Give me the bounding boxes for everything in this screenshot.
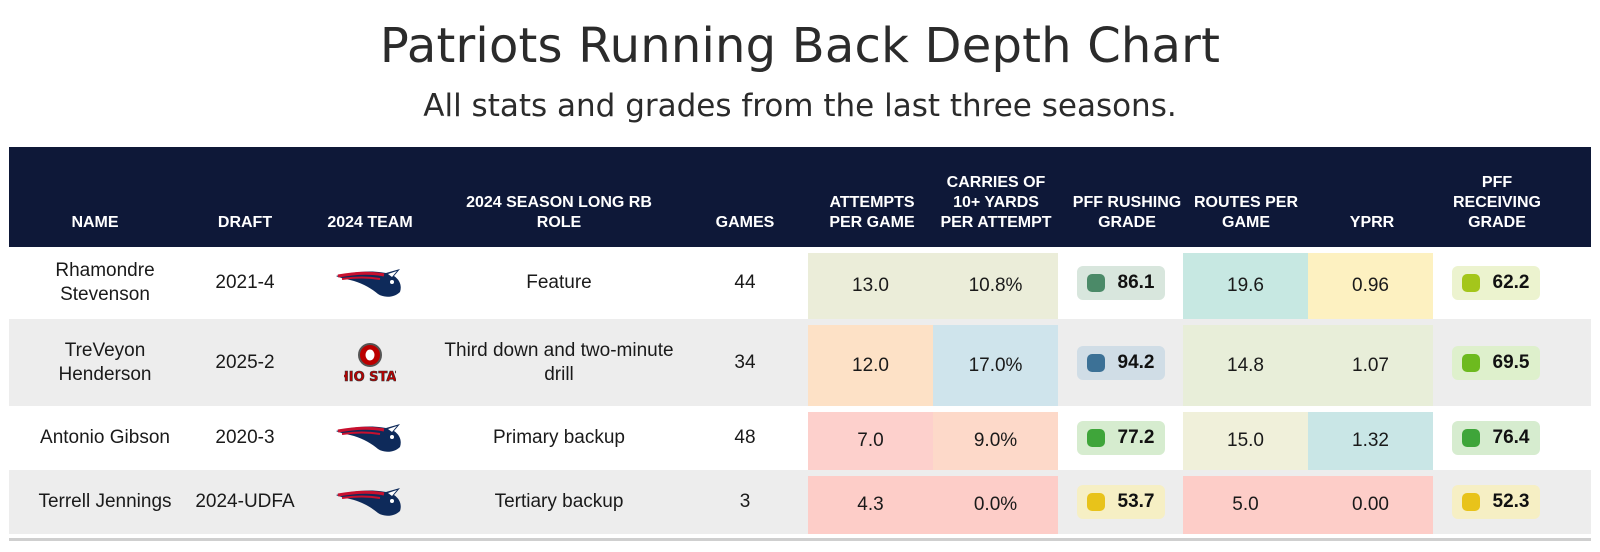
routes-cell: 19.6 (1183, 253, 1308, 319)
grade-value: 86.1 (1117, 272, 1155, 293)
attempts-cell: 4.3 (808, 476, 933, 534)
table-row: Terrell Jennings 2024-UDFA Tertiary backup… (9, 470, 1591, 534)
role-cell: Tertiary backup (494, 491, 624, 512)
header-carries10: CARRIES OF 10+ YARDS PER ATTEMPT (940, 174, 1052, 231)
page-title: Patriots Running Back Depth Chart (379, 18, 1221, 74)
recv-grade-cell: 62.2 (1433, 247, 1558, 319)
team-logo-cell (309, 247, 431, 319)
draft-cell: 2020-3 (215, 427, 275, 448)
grade-value: 77.2 (1117, 427, 1155, 448)
header-recv-grade: PFF RECEIVING GRADE (1452, 174, 1541, 231)
grade-swatch-icon (1086, 493, 1105, 511)
attempts-cell: 7.0 (808, 412, 933, 470)
carries10-cell: 9.0% (933, 412, 1058, 470)
player-name-cell: TreVeyon Henderson (58, 339, 152, 385)
player-name-cell: Antonio Gibson (40, 427, 170, 448)
role-cell: Primary backup (493, 427, 625, 448)
header-attempts: ATTEMPTS PER GAME (829, 194, 915, 231)
rushing-grade-badge: 94.2 (1076, 345, 1165, 380)
grade-value: 53.7 (1117, 491, 1155, 512)
grade-value: 69.5 (1492, 351, 1530, 373)
patriots-logo-icon (334, 485, 406, 519)
team-logo-cell (309, 470, 431, 534)
header-team: 2024 TEAM (327, 214, 413, 231)
games-cell: 44 (734, 272, 756, 293)
table-row: Rhamondre Stevenson 2021-4 Feature 44 13.0 10… (9, 247, 1591, 319)
receiving-grade-badge: 62.2 (1451, 266, 1540, 300)
rushing-grade-badge: 53.7 (1076, 485, 1165, 519)
table-row: TreVeyon Henderson 2025-2 OHIO STATE Third … (9, 319, 1591, 406)
attempts-cell: 12.0 (808, 325, 933, 406)
role-cell: Feature (526, 272, 592, 293)
receiving-grade-badge: 76.4 (1451, 421, 1540, 455)
rush-grade-cell: 77.2 (1058, 406, 1183, 470)
grade-value: 52.3 (1492, 491, 1530, 512)
recv-grade-cell: 52.3 (1433, 470, 1558, 534)
table-row: Antonio Gibson 2020-3 Primary backup 48 7.0 9… (9, 406, 1591, 470)
rush-grade-cell: 53.7 (1058, 470, 1183, 534)
attempts-cell: 13.0 (808, 253, 933, 319)
patriots-logo-icon (334, 266, 406, 300)
patriots-logo-icon (334, 421, 406, 455)
bottom-divider (9, 538, 1591, 541)
recv-grade-cell: 76.4 (1433, 406, 1558, 470)
rush-grade-cell: 94.2 (1058, 319, 1183, 406)
role-cell: Third down and two-minute drill (444, 339, 674, 385)
grade-swatch-icon (1461, 274, 1480, 292)
svg-text:OHIO STATE: OHIO STATE (344, 370, 396, 385)
grade-value: 76.4 (1492, 427, 1530, 448)
draft-cell: 2021-4 (215, 272, 275, 293)
grade-swatch-icon (1086, 429, 1105, 447)
games-cell: 34 (734, 351, 756, 373)
header-role: 2024 SEASON LONG RB ROLE (466, 194, 652, 231)
draft-cell: 2025-2 (215, 351, 275, 373)
rushing-grade-badge: 86.1 (1076, 266, 1165, 300)
recv-grade-cell: 69.5 (1433, 319, 1558, 406)
header-draft: DRAFT (217, 214, 273, 231)
page-subtitle: All stats and grades from the last three… (423, 88, 1177, 124)
grade-value: 94.2 (1117, 351, 1155, 373)
grade-swatch-icon (1461, 493, 1480, 511)
carries10-cell: 10.8% (933, 253, 1058, 319)
yprr-cell: 1.07 (1308, 325, 1433, 406)
ohio-state-logo-icon: OHIO STATE (344, 341, 396, 385)
team-logo-cell (309, 406, 431, 470)
player-name-cell: Rhamondre Stevenson (55, 260, 155, 305)
rushing-grade-badge: 77.2 (1076, 421, 1165, 455)
grade-swatch-icon (1086, 274, 1105, 292)
yprr-cell: 0.96 (1308, 253, 1433, 319)
grade-swatch-icon (1461, 429, 1480, 447)
games-cell: 48 (734, 427, 756, 448)
header-name: NAME (71, 214, 119, 231)
header-yprr: YPRR (1349, 214, 1395, 231)
routes-cell: 5.0 (1183, 476, 1308, 534)
draft-cell: 2024-UDFA (195, 491, 295, 512)
receiving-grade-badge: 52.3 (1451, 485, 1540, 519)
yprr-cell: 1.32 (1308, 412, 1433, 470)
header-rush-grade: PFF RUSHING GRADE (1072, 194, 1182, 231)
table-header: NAME DRAFT 2024 TEAM 2024 SEASON LONG RB… (9, 147, 1591, 247)
carries10-cell: 0.0% (933, 476, 1058, 534)
grade-swatch-icon (1461, 353, 1480, 372)
header-games: GAMES (715, 214, 775, 231)
yprr-cell: 0.00 (1308, 476, 1433, 534)
routes-cell: 14.8 (1183, 325, 1308, 406)
team-logo-cell: OHIO STATE (309, 319, 431, 406)
grade-swatch-icon (1086, 353, 1105, 372)
routes-cell: 15.0 (1183, 412, 1308, 470)
grade-value: 62.2 (1492, 272, 1530, 293)
player-name-cell: Terrell Jennings (38, 491, 172, 512)
games-cell: 3 (739, 491, 751, 512)
rush-grade-cell: 86.1 (1058, 247, 1183, 319)
receiving-grade-badge: 69.5 (1451, 345, 1540, 380)
carries10-cell: 17.0% (933, 325, 1058, 406)
header-routes: ROUTES PER GAME (1193, 194, 1298, 231)
